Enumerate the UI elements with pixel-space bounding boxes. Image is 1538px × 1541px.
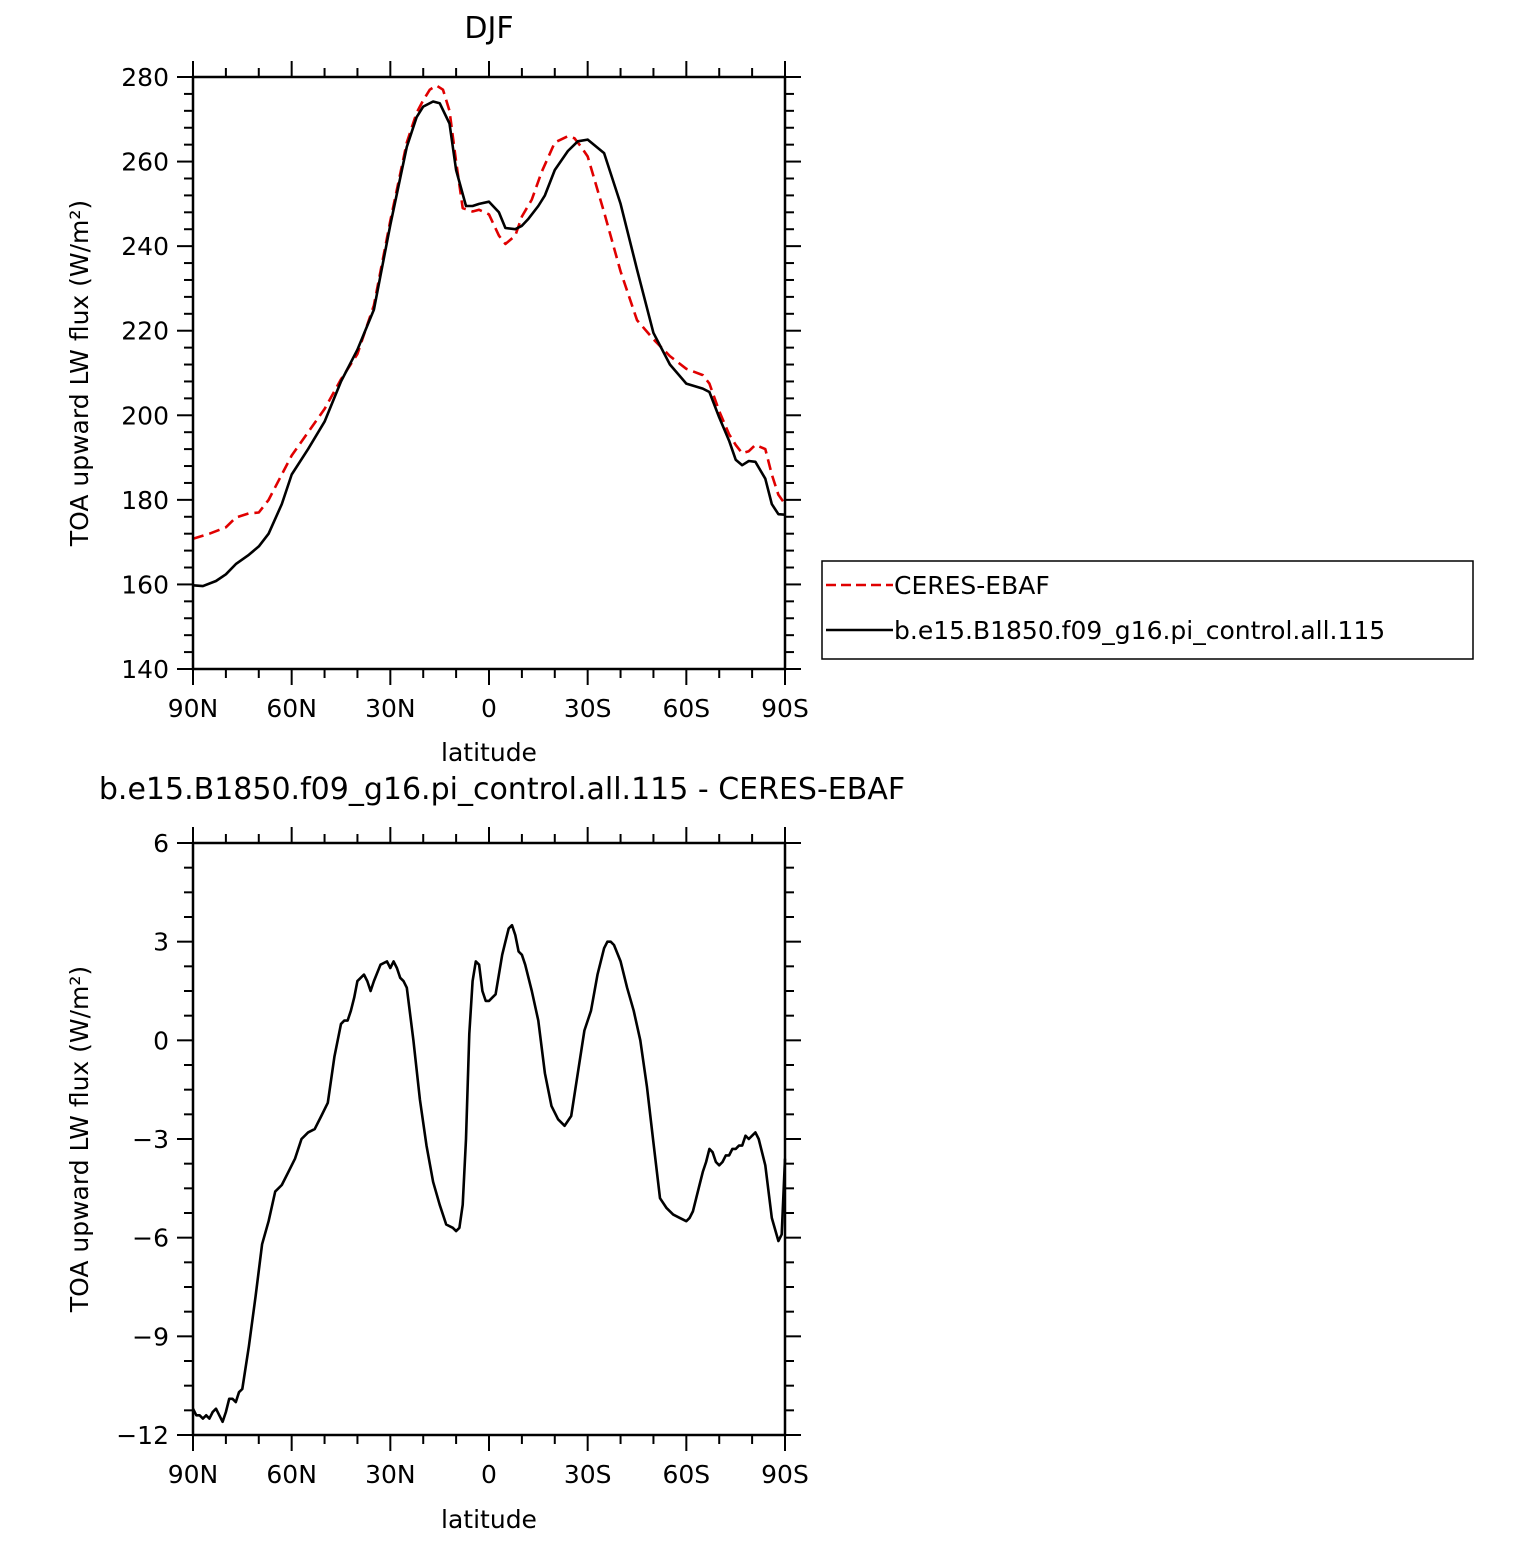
y-tick-label: −12 — [116, 1421, 169, 1450]
x-tick-label: 90S — [761, 1460, 809, 1489]
y-tick-label: 240 — [121, 232, 169, 261]
top-y-axis-label: TOA upward LW flux (W/m²) — [65, 200, 94, 547]
x-tick-label: 90N — [168, 694, 219, 723]
x-tick-label: 60N — [266, 694, 317, 723]
legend-label-ceres: CERES-EBAF — [894, 571, 1050, 600]
bottom-y-axis-label: TOA upward LW flux (W/m²) — [65, 966, 94, 1313]
y-tick-label: 260 — [121, 148, 169, 177]
legend-box — [821, 560, 1474, 660]
y-tick-label: 280 — [121, 63, 169, 92]
x-tick-label: 0 — [481, 694, 497, 723]
y-tick-label: 0 — [153, 1026, 169, 1055]
series-line-1 — [192, 100, 786, 588]
x-tick-label: 0 — [481, 1460, 497, 1489]
x-tick-label: 60S — [662, 694, 710, 723]
bottom-tick-marks — [177, 827, 801, 1451]
top-y-tick-labels: 140 160 180 200 220 240 260 280 — [121, 63, 169, 684]
x-tick-label: 90N — [168, 1460, 219, 1489]
y-tick-label: −9 — [132, 1322, 169, 1351]
y-tick-label: −3 — [132, 1125, 169, 1154]
bottom-y-tick-labels: −12 −9 −6 −3 0 3 6 — [116, 829, 169, 1450]
bottom-plot-frame — [191, 841, 787, 1437]
top-tick-marks — [177, 61, 801, 685]
bottom-panel: b.e15.B1850.f09_g16.pi_control.all.115 -… — [65, 772, 905, 1534]
x-tick-label: 30N — [365, 1460, 416, 1489]
bottom-chart-title: b.e15.B1850.f09_g16.pi_control.all.115 -… — [99, 772, 905, 807]
x-tick-label: 30S — [564, 1460, 612, 1489]
y-tick-label: 140 — [121, 655, 169, 684]
bottom-x-axis-label: latitude — [441, 1505, 537, 1534]
top-x-tick-labels: 90N 60N 30N 0 30S 60S 90S — [168, 694, 809, 723]
top-plot-frame — [191, 75, 787, 671]
top-x-axis-label: latitude — [441, 738, 537, 767]
x-tick-label: 90S — [761, 694, 809, 723]
y-tick-label: 180 — [121, 486, 169, 515]
legend: CERES-EBAF b.e15.B1850.f09_g16.pi_contro… — [821, 560, 1474, 660]
y-tick-label: 6 — [153, 829, 169, 858]
x-tick-label: 30S — [564, 694, 612, 723]
series-line-0 — [192, 84, 787, 541]
bottom-x-tick-labels: 90N 60N 30N 0 30S 60S 90S — [168, 1460, 809, 1489]
y-tick-label: 200 — [121, 401, 169, 430]
top-chart-title: DJF — [464, 11, 513, 46]
top-series-lines — [192, 84, 787, 588]
bottom-series-lines — [191, 923, 787, 1424]
y-tick-label: 160 — [121, 570, 169, 599]
y-tick-label: 3 — [153, 928, 169, 957]
y-tick-label: −6 — [132, 1224, 169, 1253]
legend-label-model: b.e15.B1850.f09_g16.pi_control.all.115 — [894, 616, 1385, 645]
y-tick-label: 220 — [121, 317, 169, 346]
series-line-0 — [191, 923, 787, 1424]
top-panel: DJF 140 160 180 200 220 240 260 280 90N 60N 30N 0 3… — [65, 11, 809, 767]
x-tick-label: 30N — [365, 694, 416, 723]
x-tick-label: 60S — [662, 1460, 710, 1489]
x-tick-label: 60N — [266, 1460, 317, 1489]
